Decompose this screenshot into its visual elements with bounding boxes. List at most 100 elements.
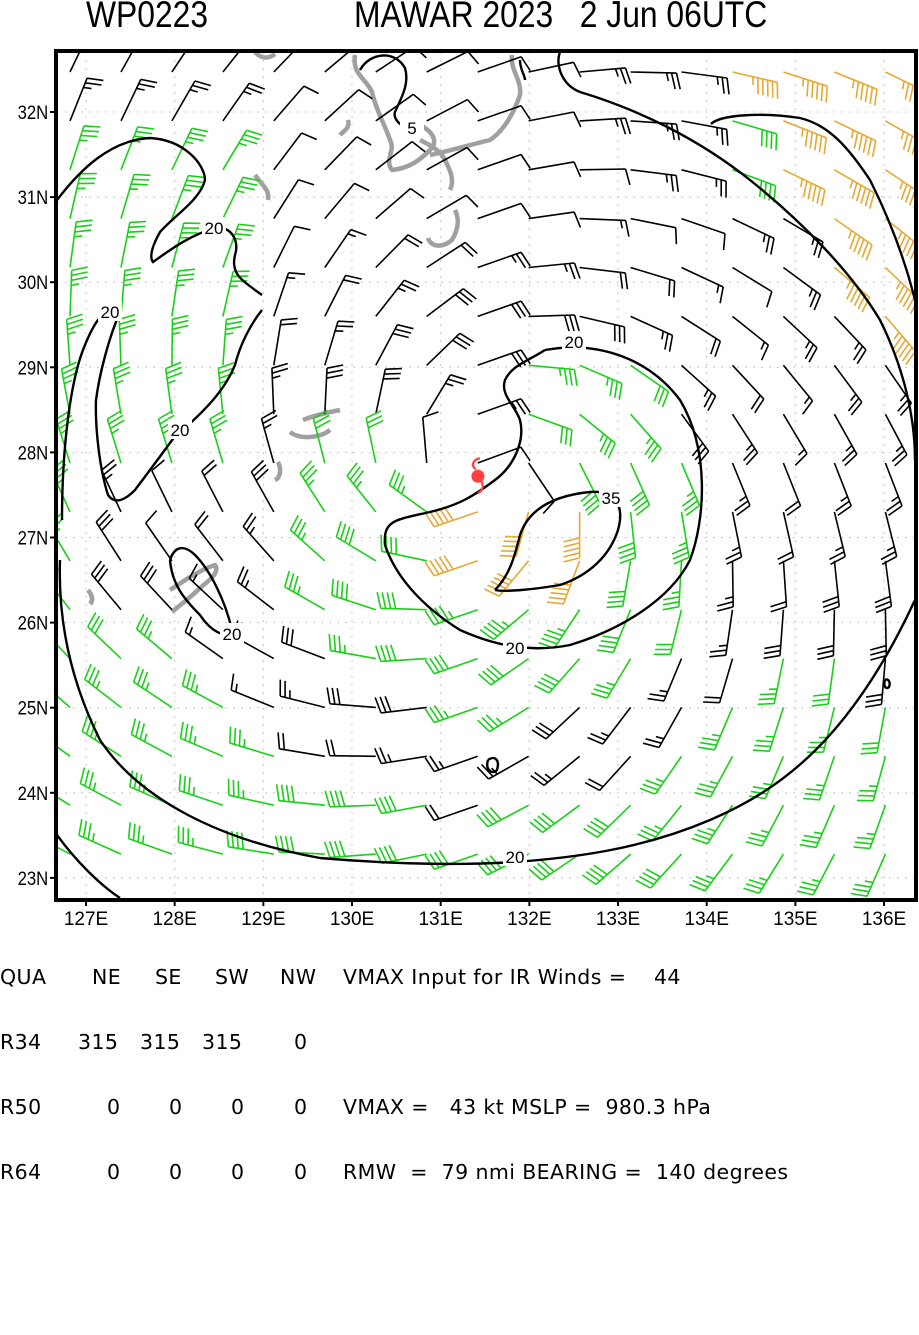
wind-barb [630,266,676,298]
wind-barb [681,266,724,304]
wind-barb [860,707,887,755]
wind-barb [833,364,863,416]
wind-barb [78,818,122,855]
wind-barb [579,117,632,135]
wind-barb [681,71,730,95]
wind-barb [884,169,915,209]
wind-barb [782,266,822,311]
wind-barb [380,534,427,562]
wind-barb [731,413,759,466]
wind-barb [120,267,142,317]
x-tick-label: 133E [596,909,640,925]
wind-barb [629,413,662,463]
wind-barb [477,300,531,319]
x-tick-label: 129E [241,909,285,925]
y-tick-label: 29N [18,357,49,378]
wind-barb [630,71,681,90]
contour-line [518,59,527,81]
contour-label-bg [503,846,527,866]
wind-barb [874,560,893,614]
stats-row-r34: R34 315 315 315 0 [0,1031,307,1054]
wind-barb [120,78,158,122]
r34-ne: 315 [78,1029,119,1054]
contour-line [57,834,121,899]
wind-barb [477,202,531,220]
wind-barb [69,172,97,219]
wind-barb [477,349,531,368]
wind-barb [584,755,632,792]
wind-barb [635,853,683,889]
wind-barb [365,410,384,464]
wind-barb [833,217,873,261]
wind-barb [579,67,632,85]
wind-barb [479,609,530,640]
wind-barb [583,804,632,838]
x-tick-label: 134E [685,909,729,925]
wind-barb [375,140,426,171]
contour-label: 5 [407,119,416,138]
wind-barb [375,644,427,663]
wind-barb [579,217,630,237]
wind-barb [528,61,582,78]
y-tick-label: 27N [18,528,49,549]
wind-barb [242,512,275,562]
wind-barb [222,223,256,268]
wind-barb [833,315,867,365]
wind-barb [581,853,632,886]
x-tick-label: 128E [152,909,196,925]
wind-barb [57,409,74,464]
contour-label-bg [168,419,192,439]
coastline [425,208,461,248]
wind-barb [856,756,887,802]
wind-barb [477,251,531,269]
coastlines [86,52,523,614]
coastline [338,119,351,137]
wind-barb [60,361,79,415]
contour-label-bg [503,637,527,657]
wind-barb [538,609,581,649]
wind-barb [250,459,275,513]
wind-barb [226,830,274,855]
wind-barb [630,169,679,192]
wind-barb [833,266,871,313]
r34-se: 315 [140,1029,181,1054]
x-axis: 127E 128E 129E 130E 131E 132E 133E 134E 135E 136E [64,900,906,925]
r50-nw: 0 [294,1094,308,1119]
wind-barb [783,169,826,206]
contour-line [710,113,915,301]
y-tick-label: 24N [18,783,49,804]
wind-barb [770,560,788,613]
y-tick-label: 32N [18,102,49,123]
wind-barb [222,129,263,171]
contour-line [883,678,891,690]
rmw-bearing: RMW = 79 nmi BEARING = 140 degrees [343,1159,789,1184]
wind-barb [833,462,852,517]
wind-barb [426,241,478,269]
wind-barb [135,613,173,660]
wind-barb [732,120,778,151]
wind-barb [528,211,582,228]
wind-barb [732,266,773,308]
vmax-mslp: VMAX = 43 kt MSLP = 980.3 hPa [343,1094,712,1119]
wind-barb [698,707,734,751]
x-tick-label: 127E [64,909,108,925]
wind-barb [653,609,683,656]
wind-barb [222,176,260,219]
wind-barb [642,707,683,749]
wind-barb [822,560,840,613]
wind-barb [630,120,681,141]
wind-barb [335,521,377,562]
contour-label-bg [98,301,122,321]
wind-barb [426,52,480,73]
wind-barb [833,413,858,467]
stats-row-r64: R64 0 0 0 0 RMW = 79 nmi BEARING = 140 d… [0,1161,788,1184]
r64-se: 0 [169,1159,183,1184]
wind-barb [681,315,722,358]
wind-barb [426,332,475,366]
wind-barb [375,93,427,122]
wind-barb [563,511,581,563]
x-tick-label: 135E [773,909,817,925]
y-axis: 32N 31N 30N 29N 28N 27N 26N 25N 24N 23N [18,102,56,889]
wind-barb [112,361,131,415]
wind-barb [157,409,177,464]
